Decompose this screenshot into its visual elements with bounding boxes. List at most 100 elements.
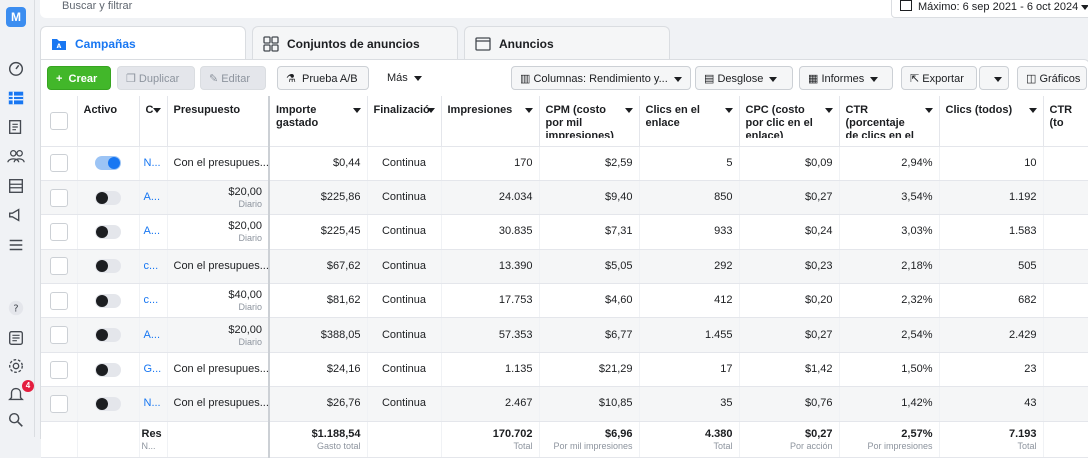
row-campaign-name[interactable]: c... — [143, 294, 159, 307]
toggle-knob — [96, 294, 108, 307]
header-link-clicks[interactable]: Clics en el enlace — [639, 96, 740, 147]
row-impressions: 1.135 — [504, 363, 533, 376]
row-cpm: $10,85 — [598, 397, 633, 410]
sort-icon — [1028, 108, 1037, 113]
menu-icon[interactable] — [6, 235, 26, 255]
row-amount-spent: $26,76 — [326, 397, 361, 410]
row-clicks-all: 505 — [1018, 259, 1037, 272]
active-toggle[interactable] — [95, 293, 121, 308]
dashboard-gauge-icon[interactable] — [6, 58, 26, 78]
table-row[interactable]: c... Con el presupues... $67,62 Continua 13.… — [41, 249, 1088, 285]
breakdown-button[interactable]: ▤ Desglose — [695, 66, 793, 90]
chevron-down-icon — [769, 76, 778, 82]
row-budget: Con el presupues... — [173, 259, 269, 272]
row-checkbox[interactable] — [49, 222, 68, 241]
export-icon: ⇱ — [910, 73, 923, 85]
more-button[interactable]: Más — [379, 66, 435, 90]
header-active[interactable]: Activo — [77, 96, 140, 147]
header-amount-spent[interactable]: Importe gastado — [269, 96, 368, 147]
row-checkbox[interactable] — [49, 257, 68, 276]
active-toggle[interactable] — [95, 362, 121, 377]
gear-icon[interactable] — [6, 356, 26, 376]
ab-test-button[interactable]: ⚗ Prueba A/B — [277, 66, 369, 90]
export-button[interactable]: ⇱ Exportar — [901, 66, 977, 90]
app-logo[interactable]: M — [6, 7, 26, 27]
row-cpm: $7,31 — [604, 225, 633, 238]
tab-ads[interactable]: Anuncios — [464, 26, 670, 60]
create-button[interactable]: + Crear — [47, 66, 111, 90]
search-icon[interactable] — [6, 410, 26, 430]
charts-button[interactable]: ◫ Gráficos — [1017, 66, 1087, 90]
row-cpc: $0,27 — [804, 328, 833, 341]
audiences-icon[interactable] — [6, 146, 26, 166]
table-row[interactable]: G... Con el presupues... $24,16 Continua 1.1… — [41, 352, 1088, 388]
active-toggle[interactable] — [95, 190, 121, 205]
header-budget[interactable]: Presupuesto — [167, 96, 270, 147]
row-campaign-name[interactable]: N... — [143, 156, 161, 169]
select-all-checkbox[interactable] — [49, 111, 68, 130]
search-input[interactable]: Buscar y filtrar — [62, 0, 133, 12]
row-ends: Continua — [381, 363, 427, 376]
date-range-picker[interactable]: Máximo: 6 sep 2021 - 6 oct 2024 — [891, 0, 1088, 18]
row-ctr: 2,18% — [901, 259, 933, 272]
toggle-knob — [96, 225, 108, 238]
row-campaign-name[interactable]: G... — [143, 363, 162, 376]
row-campaign-name[interactable]: A... — [143, 225, 161, 238]
table-row[interactable]: N... Con el presupues... $0,44 Continua 170 $… — [41, 146, 1088, 181]
row-budget: $40,00 — [228, 289, 262, 302]
row-checkbox[interactable] — [49, 360, 68, 379]
sort-icon — [152, 108, 161, 113]
header-ctr[interactable]: CTR (porcentaje de clics en el — [839, 96, 940, 147]
row-budget: $20,00 — [228, 323, 262, 336]
row-checkbox[interactable] — [49, 394, 68, 413]
pages-icon[interactable] — [6, 117, 26, 137]
edit-button[interactable]: ✎ Editar — [200, 66, 266, 90]
row-campaign-name[interactable]: A... — [143, 191, 161, 204]
header-ctr-all[interactable]: CTR (to — [1043, 96, 1088, 147]
row-link-clicks: 1.455 — [704, 328, 733, 341]
row-checkbox[interactable] — [49, 188, 68, 207]
search-bar[interactable] — [40, 0, 920, 18]
totals-label: Res — [141, 427, 162, 440]
active-toggle[interactable] — [95, 396, 121, 411]
select-all-header[interactable] — [41, 96, 78, 147]
row-campaign-name[interactable]: A... — [143, 328, 161, 341]
megaphone-icon[interactable] — [6, 205, 26, 225]
header-clicks-all[interactable]: Clics (todos) — [939, 96, 1044, 147]
row-checkbox[interactable] — [49, 326, 68, 345]
row-checkbox[interactable] — [49, 154, 68, 173]
chevron-down-icon — [994, 76, 1002, 82]
row-checkbox[interactable] — [49, 291, 68, 310]
header-name[interactable]: C — [139, 96, 168, 147]
active-toggle[interactable] — [95, 328, 121, 343]
news-icon[interactable] — [6, 328, 26, 348]
active-toggle[interactable] — [95, 224, 121, 239]
table-view-icon[interactable] — [6, 88, 26, 108]
tab-campaigns[interactable]: A Campañas — [40, 26, 246, 60]
tab-ad-sets[interactable]: Conjuntos de anuncios — [252, 26, 458, 60]
header-cpm[interactable]: CPM (costo por mil impresiones) — [539, 96, 640, 147]
bell-icon[interactable]: 4 — [6, 380, 34, 404]
table-row[interactable]: c... $40,00 Diario $81,62 Continua 17.753 $4,6… — [41, 283, 1088, 319]
duplicate-button[interactable]: ❐ Duplicar — [117, 66, 195, 90]
row-impressions: 24.034 — [498, 191, 533, 204]
toggle-knob — [96, 363, 108, 376]
table-row[interactable]: A... $20,00 Diario $225,45 Continua 30.835 $7,… — [41, 214, 1088, 250]
row-campaign-name[interactable]: c... — [143, 259, 159, 272]
help-icon[interactable]: ? — [6, 298, 26, 318]
row-amount-spent: $67,62 — [326, 259, 361, 272]
header-ends[interactable]: Finalizació — [367, 96, 442, 147]
active-toggle[interactable] — [95, 156, 121, 171]
table-row[interactable]: A... $20,00 Diario $388,05 Continua 57.353 $6,… — [41, 317, 1088, 353]
reports-button[interactable]: ▦ Informes — [799, 66, 893, 90]
row-campaign-name[interactable]: N... — [143, 397, 161, 410]
header-cpc[interactable]: CPC (costo por clic en el enlace) — [739, 96, 840, 147]
pencil-icon: ✎ — [209, 73, 222, 85]
table-row[interactable]: A... $20,00 Diario $225,86 Continua 24.034 $9,… — [41, 180, 1088, 216]
export-dropdown-button[interactable] — [979, 66, 1009, 90]
columns-button[interactable]: ▥ Columnas: Rendimiento y... — [511, 66, 691, 90]
header-impressions[interactable]: Impresiones — [441, 96, 540, 147]
active-toggle[interactable] — [95, 259, 121, 274]
catalog-icon[interactable] — [6, 176, 26, 196]
table-row[interactable]: N... Con el presupues... $26,76 Continua 2.4… — [41, 386, 1088, 422]
